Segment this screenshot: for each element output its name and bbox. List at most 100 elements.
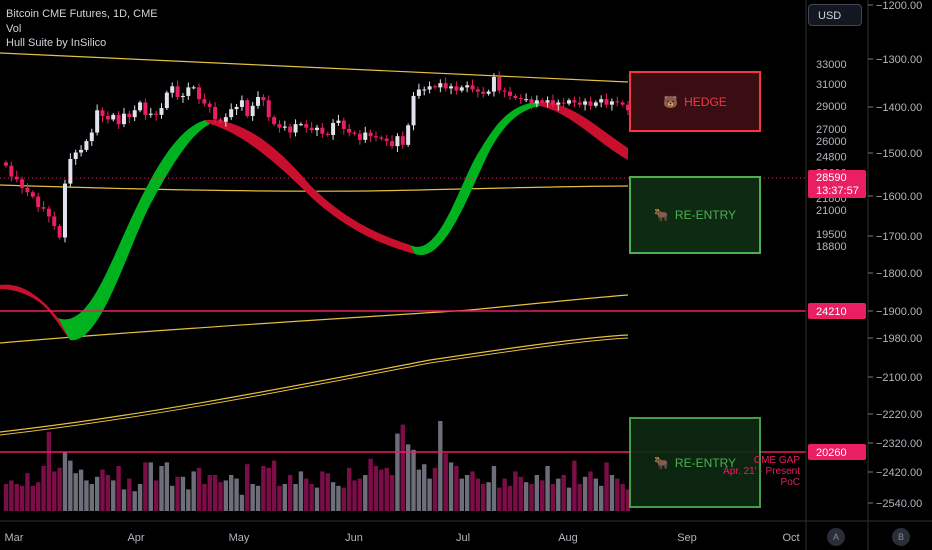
candle-body <box>180 95 185 97</box>
symbol-title[interactable]: Bitcoin CME Futures, 1D, CME <box>6 8 158 20</box>
candle-body <box>234 106 239 110</box>
moving-average-line <box>0 52 629 83</box>
candle-body <box>121 113 126 125</box>
time-tick-label: Jul <box>456 532 470 544</box>
candle-body <box>143 102 148 115</box>
moving-average-line <box>0 337 629 436</box>
candle-body <box>497 77 502 91</box>
volume-bar <box>271 460 277 511</box>
volume-bar <box>513 471 518 511</box>
secondary-tick-label: −2540.00 <box>876 498 922 510</box>
hedge-zone-label: 🐻 HEDGE <box>630 72 760 131</box>
candle-body <box>459 87 464 91</box>
volume-bar <box>239 494 245 511</box>
volume-bar <box>277 485 282 511</box>
volume-bar <box>304 478 309 511</box>
volume-bar <box>164 462 170 511</box>
candle-body <box>491 77 496 92</box>
volume-bar <box>25 473 30 511</box>
candle-body <box>164 92 169 109</box>
volume-bar <box>116 466 121 511</box>
volume-bar <box>405 444 411 511</box>
volume-bar <box>30 485 36 511</box>
secondary-tick-label: −1300.00 <box>876 54 922 66</box>
volume-bar <box>443 453 448 511</box>
volume-bar <box>523 482 529 511</box>
volume-bar <box>464 475 470 511</box>
volume-bar <box>121 489 127 511</box>
volume-bar <box>475 478 481 511</box>
volume-bar <box>620 484 625 511</box>
volume-bar <box>395 433 400 511</box>
price-tick-label: 33000 <box>816 59 847 71</box>
candle-body <box>261 96 266 101</box>
volume-bar <box>170 485 175 511</box>
candle-body <box>626 104 630 111</box>
volume-bar <box>196 467 202 511</box>
volume-bar <box>389 475 395 511</box>
candle-body <box>325 133 330 135</box>
volume-bar <box>52 471 57 511</box>
time-tick-label: Mar <box>5 532 24 544</box>
chart-legend: Bitcoin CME Futures, 1D, CME Vol Hull Su… <box>6 7 158 51</box>
currency-button[interactable]: USD <box>808 4 862 26</box>
volume-legend[interactable]: Vol <box>6 22 22 35</box>
volume-bar <box>298 471 304 511</box>
candle-body <box>540 100 545 103</box>
price-tick-label: 26000 <box>816 136 847 148</box>
volume-bar <box>572 460 577 511</box>
hull-band-up <box>58 120 210 341</box>
volume-bar <box>207 475 212 511</box>
candle-body <box>272 117 277 125</box>
secondary-axis[interactable]: −1200.00 −1300.00 −1400.00 −1500.00 −1600.00… <box>868 0 922 510</box>
volume-bar <box>73 473 78 511</box>
candle-body <box>411 95 416 126</box>
candle-body <box>443 83 448 89</box>
candle-body <box>57 225 62 238</box>
bear-icon: 🐻 <box>663 94 679 109</box>
candle-body <box>223 117 228 122</box>
volume-bar <box>588 471 593 511</box>
secondary-tick-label: −1800.00 <box>876 268 922 280</box>
candle-body <box>341 120 346 129</box>
candle-body <box>79 149 84 153</box>
bull-icon: 🐂 <box>653 208 669 222</box>
candle-body <box>620 102 625 105</box>
volume-bar <box>314 487 320 511</box>
candle-body <box>170 86 175 93</box>
volume-bar <box>127 478 132 511</box>
volume-bar <box>486 482 491 511</box>
candle-body <box>331 122 336 135</box>
candle-body <box>229 109 234 118</box>
price-tick-label: 21000 <box>816 205 847 217</box>
volume-bar <box>293 484 298 511</box>
candle-body <box>46 208 51 217</box>
price-tick-label: 24800 <box>816 151 847 163</box>
candle-body <box>293 124 298 133</box>
volume-bar <box>357 478 363 511</box>
volume-bar <box>132 491 137 511</box>
volume-bar <box>373 466 379 511</box>
indicator-legend[interactable]: Hull Suite by InSilico <box>6 37 107 49</box>
zone-boxes <box>629 71 761 508</box>
volume-bar <box>261 466 266 511</box>
candle-countdown: 13:37:57 <box>816 185 859 197</box>
candle-body <box>486 91 491 94</box>
moving-averages <box>0 52 629 436</box>
candle-body <box>266 100 271 118</box>
candle-body <box>309 127 314 131</box>
candle-body <box>320 127 325 134</box>
auto-scale-button[interactable]: A <box>827 528 845 546</box>
log-scale-button[interactable]: B <box>892 528 910 546</box>
candle-body <box>400 136 405 145</box>
candle-body <box>298 124 303 126</box>
hedge-label: HEDGE <box>684 94 727 109</box>
time-tick-label: Jun <box>345 532 363 544</box>
time-axis[interactable]: Mar Apr May Jun Jul Aug Sep Oct <box>5 532 800 544</box>
candle-body <box>593 102 598 106</box>
candle-body <box>352 132 357 134</box>
volume-bar <box>94 476 100 511</box>
volume-bar <box>384 467 389 511</box>
last-price-value: 28590 <box>816 172 847 184</box>
